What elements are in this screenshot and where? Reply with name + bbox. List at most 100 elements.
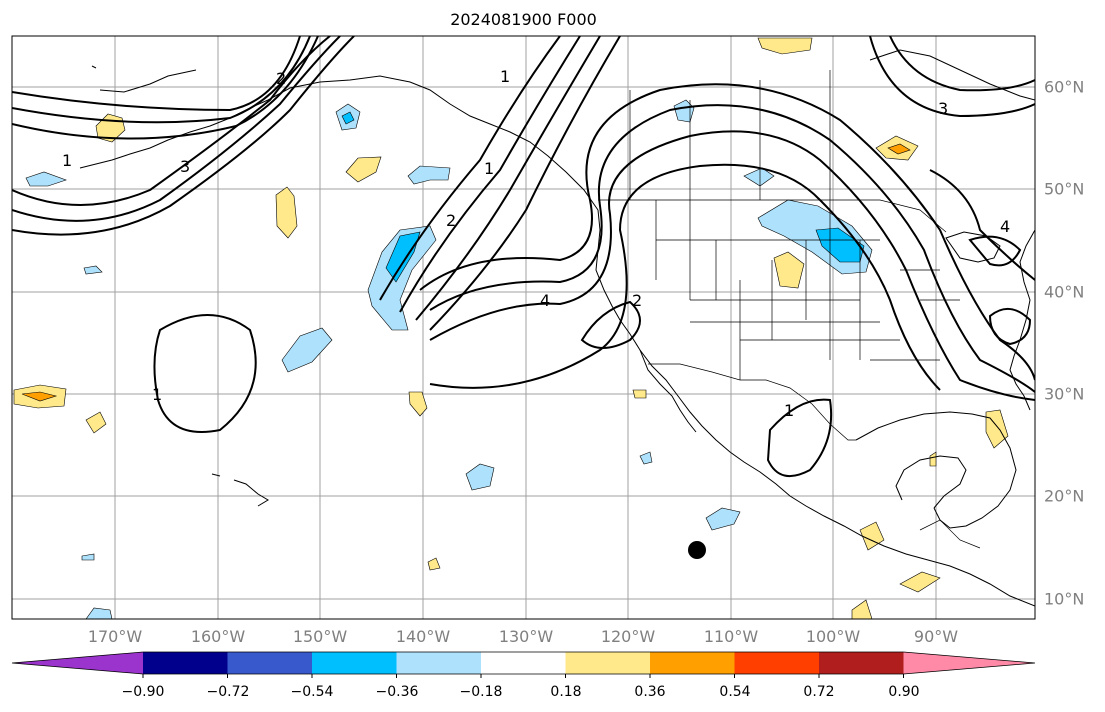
lon-label: 90°W [913, 627, 959, 646]
positive-anomaly-area [887, 143, 911, 155]
lon-label: 130°W [498, 627, 554, 646]
lon-label: 150°W [292, 627, 348, 646]
colorbar-tick-label: 0.90 [888, 684, 920, 700]
positive-anomaly-area [757, 37, 813, 55]
colorbar-segment [650, 652, 735, 674]
colorbar-segment [143, 652, 228, 674]
island [91, 65, 97, 69]
great-lakes [945, 231, 1001, 263]
colorbar-segment [481, 652, 566, 674]
yucatan [895, 455, 967, 509]
map-title: 2024081900 F000 [450, 10, 597, 29]
contour-label: 1 [152, 385, 162, 404]
colorbar-extend-max [903, 652, 1035, 674]
contour-label: 3 [180, 157, 190, 176]
positive-anomaly-area [773, 251, 805, 289]
island [211, 473, 269, 507]
colorbar-tick-label: −0.54 [290, 684, 334, 700]
contour-line [429, 130, 1035, 401]
contour-line [889, 36, 1035, 92]
lon-label: 100°W [805, 627, 861, 646]
colorbar-tick-label: −0.18 [459, 684, 503, 700]
contour-line [419, 83, 1035, 381]
alaska-coast [267, 75, 599, 211]
colorbar-segment [819, 652, 904, 674]
contour-line [429, 104, 1035, 393]
lon-label: 140°W [395, 627, 451, 646]
contour-line [12, 36, 319, 140]
contour-line [153, 314, 257, 433]
contour-line [929, 169, 1035, 281]
colorbar-tick-label: −0.36 [375, 684, 419, 700]
contour-label: 2 [276, 69, 286, 88]
east-coast [1009, 229, 1035, 411]
contour-label: 4 [1000, 217, 1010, 236]
colorbar-tick-label: −0.72 [206, 684, 250, 700]
colorbar-tick-label: 0.54 [719, 684, 751, 700]
map-area [12, 36, 1035, 619]
negative-anomaly-area [639, 451, 653, 465]
contour-label: 2 [632, 291, 642, 310]
contour-line [968, 235, 1022, 267]
negative-anomaly-area [83, 265, 103, 275]
lat-label: 50°N [1044, 179, 1085, 199]
contour-line [415, 36, 601, 321]
negative-anomaly-area [465, 463, 495, 491]
contour-label: 3 [938, 99, 948, 118]
contour-line [12, 36, 311, 124]
black-dot-marker [688, 541, 706, 559]
canada-province-lines [629, 70, 831, 200]
contour-line [580, 300, 641, 349]
positive-anomaly-area [275, 186, 298, 239]
central-america-borders [919, 519, 981, 549]
contour-line [12, 36, 331, 206]
negative-anomaly-area [743, 167, 775, 187]
colorbar-segment [312, 652, 397, 674]
gulf-of-mexico-coast [855, 411, 1017, 529]
positive-anomaly-area [427, 557, 441, 571]
contour-line [12, 36, 301, 112]
colorbar [11, 651, 1036, 678]
us-state-lines [655, 200, 960, 380]
contour-label: 1 [500, 67, 510, 86]
positive-anomaly-area [85, 411, 107, 434]
baja-california [639, 349, 697, 433]
colorbar-segment [565, 652, 651, 674]
colorbar-segment [734, 652, 820, 674]
lat-label: 10°N [1044, 589, 1085, 609]
lon-label: 170°W [87, 627, 143, 646]
anomaly-fills [13, 37, 1009, 619]
negative-anomaly-area [281, 327, 333, 373]
us-canada-border [598, 199, 947, 233]
contour-line [12, 36, 355, 236]
lat-label: 40°N [1044, 282, 1085, 302]
contour-label: 1 [784, 401, 794, 420]
contour-label: 1 [62, 151, 72, 170]
hudson-bay-coast [869, 49, 1035, 101]
negative-anomaly-area [85, 607, 113, 619]
lon-label: 110°W [703, 627, 759, 646]
negative-anomaly-area [705, 507, 741, 531]
lat-label: 30°N [1044, 384, 1085, 404]
negative-anomaly-area [341, 111, 355, 125]
map-frame [11, 35, 1036, 620]
lat-label: 20°N [1044, 486, 1085, 506]
positive-anomaly-area [408, 391, 428, 417]
positive-anomaly-area [632, 389, 647, 399]
contour-label: 4 [540, 291, 550, 310]
contour-line [379, 36, 561, 301]
contour-label: 1 [484, 159, 494, 178]
lat-label: 60°N [1044, 77, 1085, 97]
political-borders [598, 70, 981, 549]
negative-anomaly-area [81, 553, 95, 561]
positive-anomaly-area [21, 391, 58, 402]
colorbar-segment [227, 652, 313, 674]
positive-anomaly-area [345, 156, 382, 183]
negative-anomaly-area [407, 165, 451, 185]
contour-line [429, 36, 621, 331]
positive-anomaly-area [851, 599, 873, 619]
contour-labels: 1 3 2 2 1 1 1 4 2 1 3 4 [62, 67, 1010, 420]
negative-anomaly-area [25, 171, 67, 187]
negative-anomaly-area [367, 225, 437, 331]
